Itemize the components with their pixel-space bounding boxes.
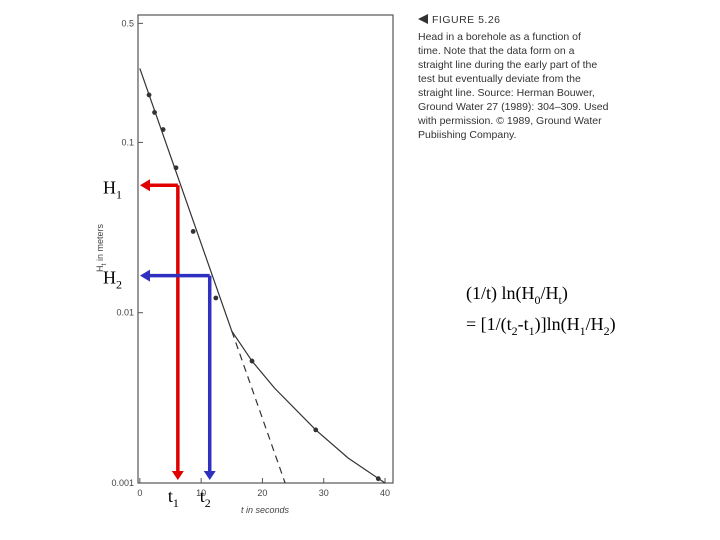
h-label: H1 — [103, 177, 122, 201]
arrow-head — [140, 269, 150, 282]
plot-frame — [137, 14, 394, 484]
caption-line: straight line. Source: Herman Bouwer, — [418, 87, 595, 99]
text-run: /H — [586, 314, 604, 334]
y-tick-label: 0.5 — [121, 18, 134, 28]
text-run: t — [200, 486, 205, 506]
y-axis-label: Ht in meters — [95, 224, 108, 272]
subscript: 0 — [534, 293, 540, 307]
subscript: 2 — [512, 324, 518, 338]
arrow-head — [203, 471, 216, 480]
h-label: H2 — [103, 268, 122, 292]
data-point — [190, 229, 196, 234]
formula-line: (1/t) ln(H0/Ht) — [466, 283, 568, 307]
caption-line: with permission. © 1989, Ground Water — [417, 115, 602, 127]
caption-title: FIGURE 5.26 — [432, 14, 501, 26]
subscript: 2 — [116, 278, 122, 292]
text-run: ) — [610, 314, 616, 335]
text-run: /H — [540, 283, 558, 303]
x-axis-label: t in seconds — [241, 505, 290, 515]
text-run: in meters — [95, 224, 105, 264]
text-run: H — [103, 268, 116, 288]
subscript: t — [558, 293, 562, 307]
y-tick-label: 0.001 — [111, 478, 134, 488]
text-run: H — [95, 265, 105, 272]
y-tick-label: 0.01 — [116, 308, 134, 318]
subscript: 1 — [529, 324, 535, 338]
caption-line: time. Note that the data form on a — [418, 45, 575, 57]
text-run: = [1/(t — [466, 314, 512, 335]
t-label: t2 — [200, 486, 211, 510]
x-tick-label: 0 — [137, 488, 142, 498]
subscript: 1 — [116, 187, 122, 201]
text-run: )]ln(H — [535, 314, 580, 335]
formula-line: = [1/(t2-t1)]ln(H1/H2) — [466, 314, 616, 338]
arrow-head — [140, 179, 150, 192]
caption-line: test but eventually deviate from the — [418, 73, 581, 85]
x-tick-label: 10 — [196, 488, 206, 498]
caption-line: straight line during the early part of t… — [418, 59, 597, 71]
subscript: t — [101, 263, 108, 265]
caption-line: Ground Water 27 (1989): 304–309. Used — [418, 101, 609, 113]
x-tick-label: 20 — [257, 488, 267, 498]
text-run: -t — [518, 314, 529, 334]
text-run: t — [168, 486, 173, 506]
caption-line: Head in a borehole as a function of — [418, 31, 581, 43]
caption-line: Pubiishing Company. — [418, 129, 516, 141]
arrow-head — [171, 471, 184, 480]
subscript: 1 — [173, 496, 179, 510]
text-run: H — [103, 177, 116, 197]
dashed-line — [231, 330, 286, 484]
subscript: 2 — [604, 324, 610, 338]
text-run: (1/t) ln(H — [466, 283, 534, 304]
subscript: 2 — [205, 496, 211, 510]
data-point — [213, 295, 219, 301]
x-tick-label: 30 — [319, 488, 329, 498]
caption-arrow — [418, 14, 428, 24]
text-run: ) — [562, 283, 568, 304]
subscript: 1 — [580, 324, 586, 338]
x-tick-label: 40 — [380, 488, 390, 498]
y-tick-label: 0.1 — [121, 137, 134, 147]
t-label: t1 — [168, 486, 179, 510]
